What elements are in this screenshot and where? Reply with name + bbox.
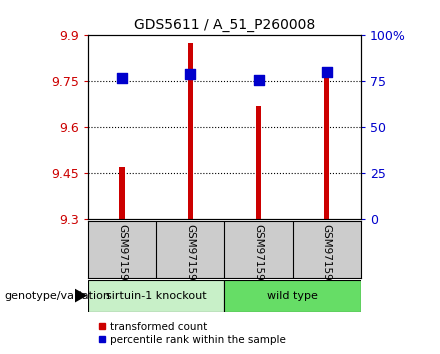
Polygon shape [75,290,86,302]
Text: GSM971592: GSM971592 [253,224,264,287]
Point [119,75,126,81]
Bar [324,68,330,219]
Point [187,71,194,77]
Point [255,77,262,82]
Bar [224,280,361,312]
Legend: transformed count, percentile rank within the sample: transformed count, percentile rank withi… [93,317,290,349]
Bar [88,280,224,312]
Text: GSM971593: GSM971593 [117,224,127,287]
Point [323,69,330,75]
Text: wild type: wild type [267,291,318,301]
Text: sirtuin-1 knockout: sirtuin-1 knockout [106,291,206,301]
Text: GSM971594: GSM971594 [322,224,332,287]
Bar [256,106,261,219]
Text: genotype/variation: genotype/variation [4,291,110,301]
Text: GSM971595: GSM971595 [185,224,195,287]
Title: GDS5611 / A_51_P260008: GDS5611 / A_51_P260008 [134,18,315,32]
Bar [187,43,193,219]
Bar [119,167,125,219]
